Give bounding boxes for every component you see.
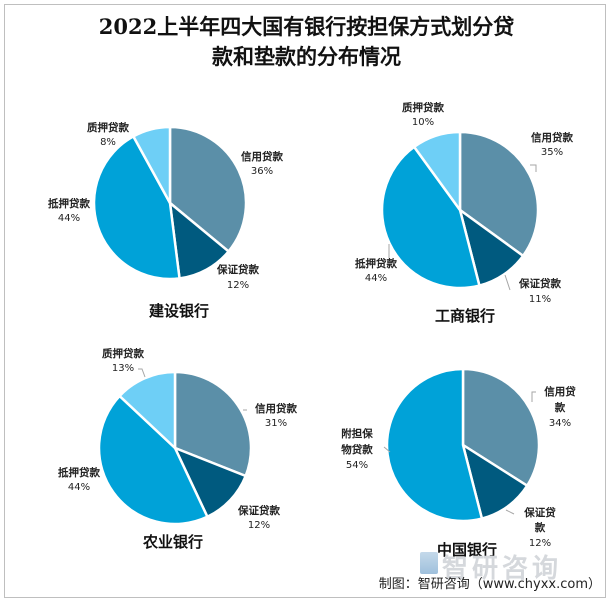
icbc-guarantee-pct: 11%	[529, 294, 551, 305]
abc-pledge-pct: 13%	[112, 363, 134, 374]
abc-mortgage-pct: 44%	[68, 482, 90, 493]
boc-guarantee-label-2: 款	[534, 521, 546, 534]
abc-slice	[173, 370, 253, 478]
ccb-guarantee-pct: 12%	[227, 280, 249, 291]
icbc-pie	[380, 130, 540, 290]
ccb-credit-pct: 36%	[251, 166, 273, 177]
abc-pie	[97, 370, 253, 526]
boc-secured-label-2: 物贷款	[341, 443, 373, 456]
abc-guarantee-label: 保证贷款	[237, 504, 280, 517]
boc-secured-pct: 54%	[346, 460, 368, 471]
abc-guarantee-pct: 12%	[248, 520, 270, 531]
abc-mortgage-label: 抵押贷款	[58, 466, 100, 479]
ccb-chart-labels: 质押贷款 8% 信用贷款 36% 抵押贷款 44% 保证贷款 12% 建设银行	[48, 121, 283, 320]
ccb-mortgage-label: 抵押贷款	[48, 197, 90, 210]
icbc-mortgage-pct: 44%	[365, 273, 387, 284]
ccb-bank-name: 建设银行	[149, 302, 209, 320]
source-credit: 制图：智研咨询（www.chyxx.com）	[378, 577, 601, 592]
ccb-guarantee-label: 保证贷款	[216, 263, 259, 276]
boc-guarantee-pct: 12%	[529, 538, 551, 549]
boc-credit-label-2: 款	[554, 401, 566, 414]
boc-secured-label-1: 附担保	[341, 427, 373, 440]
title-line-1: 2022上半年四大国有银行按担保方式划分贷	[98, 14, 515, 39]
ccb-mortgage-pct: 44%	[58, 213, 80, 224]
ccb-slice	[131, 125, 172, 204]
icbc-bank-name: 工商银行	[435, 307, 495, 325]
abc-bank-name: 农业银行	[142, 533, 203, 551]
abc-credit-pct: 31%	[265, 418, 287, 429]
boc-credit-label-1: 信用贷	[544, 385, 576, 398]
boc-credit-pct: 34%	[549, 418, 571, 429]
ccb-pledge-pct: 8%	[100, 137, 116, 148]
boc-slice	[385, 367, 484, 523]
icbc-pledge-label: 质押贷款	[402, 101, 444, 114]
title-line-2: 款和垫款的分布情况	[212, 44, 401, 69]
ccb-pledge-label: 质押贷款	[87, 121, 129, 134]
leader-lines	[138, 164, 537, 515]
icbc-pledge-pct: 10%	[412, 117, 434, 128]
watermark-logo-icon	[420, 552, 438, 574]
icbc-slice	[458, 130, 540, 258]
icbc-guarantee-label: 保证贷款	[518, 277, 561, 290]
icbc-slice	[412, 130, 462, 214]
icbc-credit-label: 信用贷款	[531, 131, 573, 144]
icbc-slice	[380, 145, 481, 290]
abc-pledge-label: 质押贷款	[102, 347, 144, 360]
ccb-slice	[168, 125, 248, 254]
boc-chart-labels: 信用贷 款 34% 附担保 物贷款 54% 保证贷 款 12% 中国银行	[341, 385, 576, 559]
boc-guarantee-label-1: 保证贷	[523, 506, 556, 519]
abc-chart-labels: 质押贷款 13% 信用贷款 31% 抵押贷款 44% 保证贷款 12% 农业银行	[58, 347, 297, 551]
boc-bank-name: 中国银行	[437, 541, 497, 559]
watermark: 智研咨询	[442, 554, 563, 584]
abc-slice	[97, 394, 210, 526]
ccb-credit-label: 信用贷款	[241, 150, 283, 163]
abc-slice	[117, 370, 177, 451]
ccb-pie	[92, 125, 248, 281]
boc-pie	[385, 367, 541, 523]
abc-credit-label: 信用贷款	[255, 402, 297, 415]
chart-title: 2022上半年四大国有银行按担保方式划分贷 款和垫款的分布情况	[0, 12, 613, 72]
icbc-mortgage-label: 抵押贷款	[355, 257, 397, 270]
icbc-chart-labels: 质押贷款 10% 信用贷款 35% 抵押贷款 44% 保证贷款 11% 工商银行	[355, 101, 573, 325]
ccb-slice	[92, 134, 181, 281]
icbc-credit-pct: 35%	[541, 147, 563, 158]
